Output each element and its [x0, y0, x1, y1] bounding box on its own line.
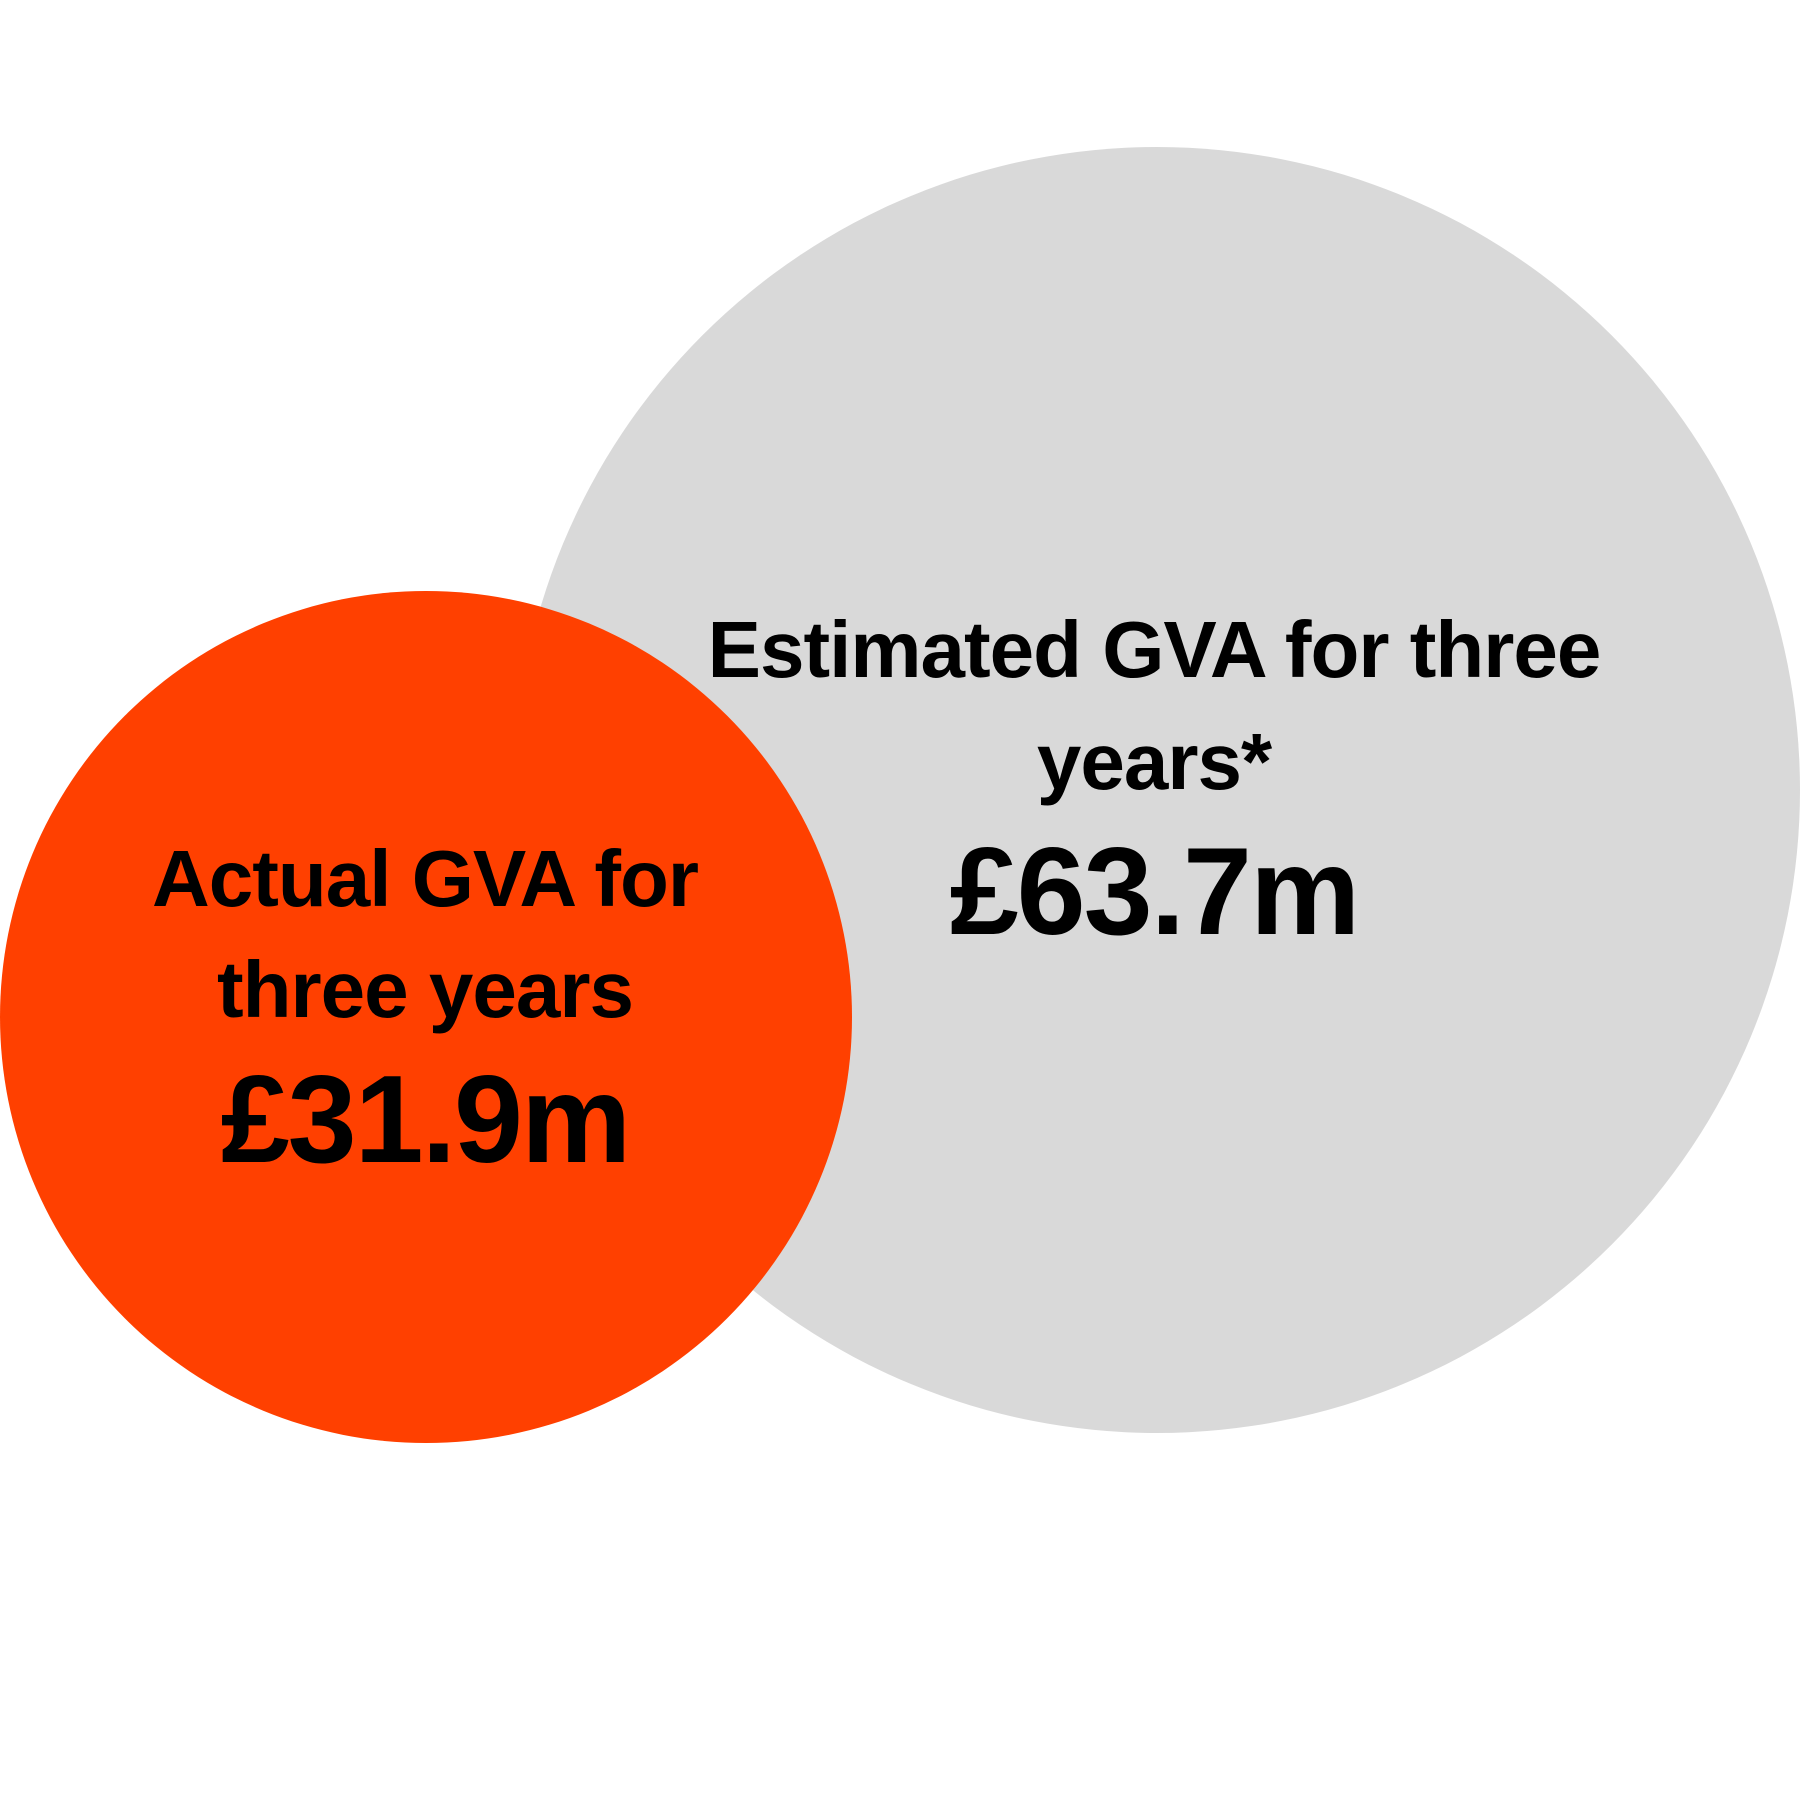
- actual-value: £31.9m: [220, 1051, 632, 1189]
- actual-label-line2: three years: [217, 945, 634, 1034]
- estimated-label-line2: years*: [1036, 717, 1272, 806]
- actual-label-line1: Actual GVA for: [151, 834, 699, 923]
- actual-gva-circle: [0, 591, 852, 1443]
- estimated-value: £63.7m: [949, 823, 1361, 961]
- estimated-label-line1: Estimated GVA for three: [707, 605, 1602, 694]
